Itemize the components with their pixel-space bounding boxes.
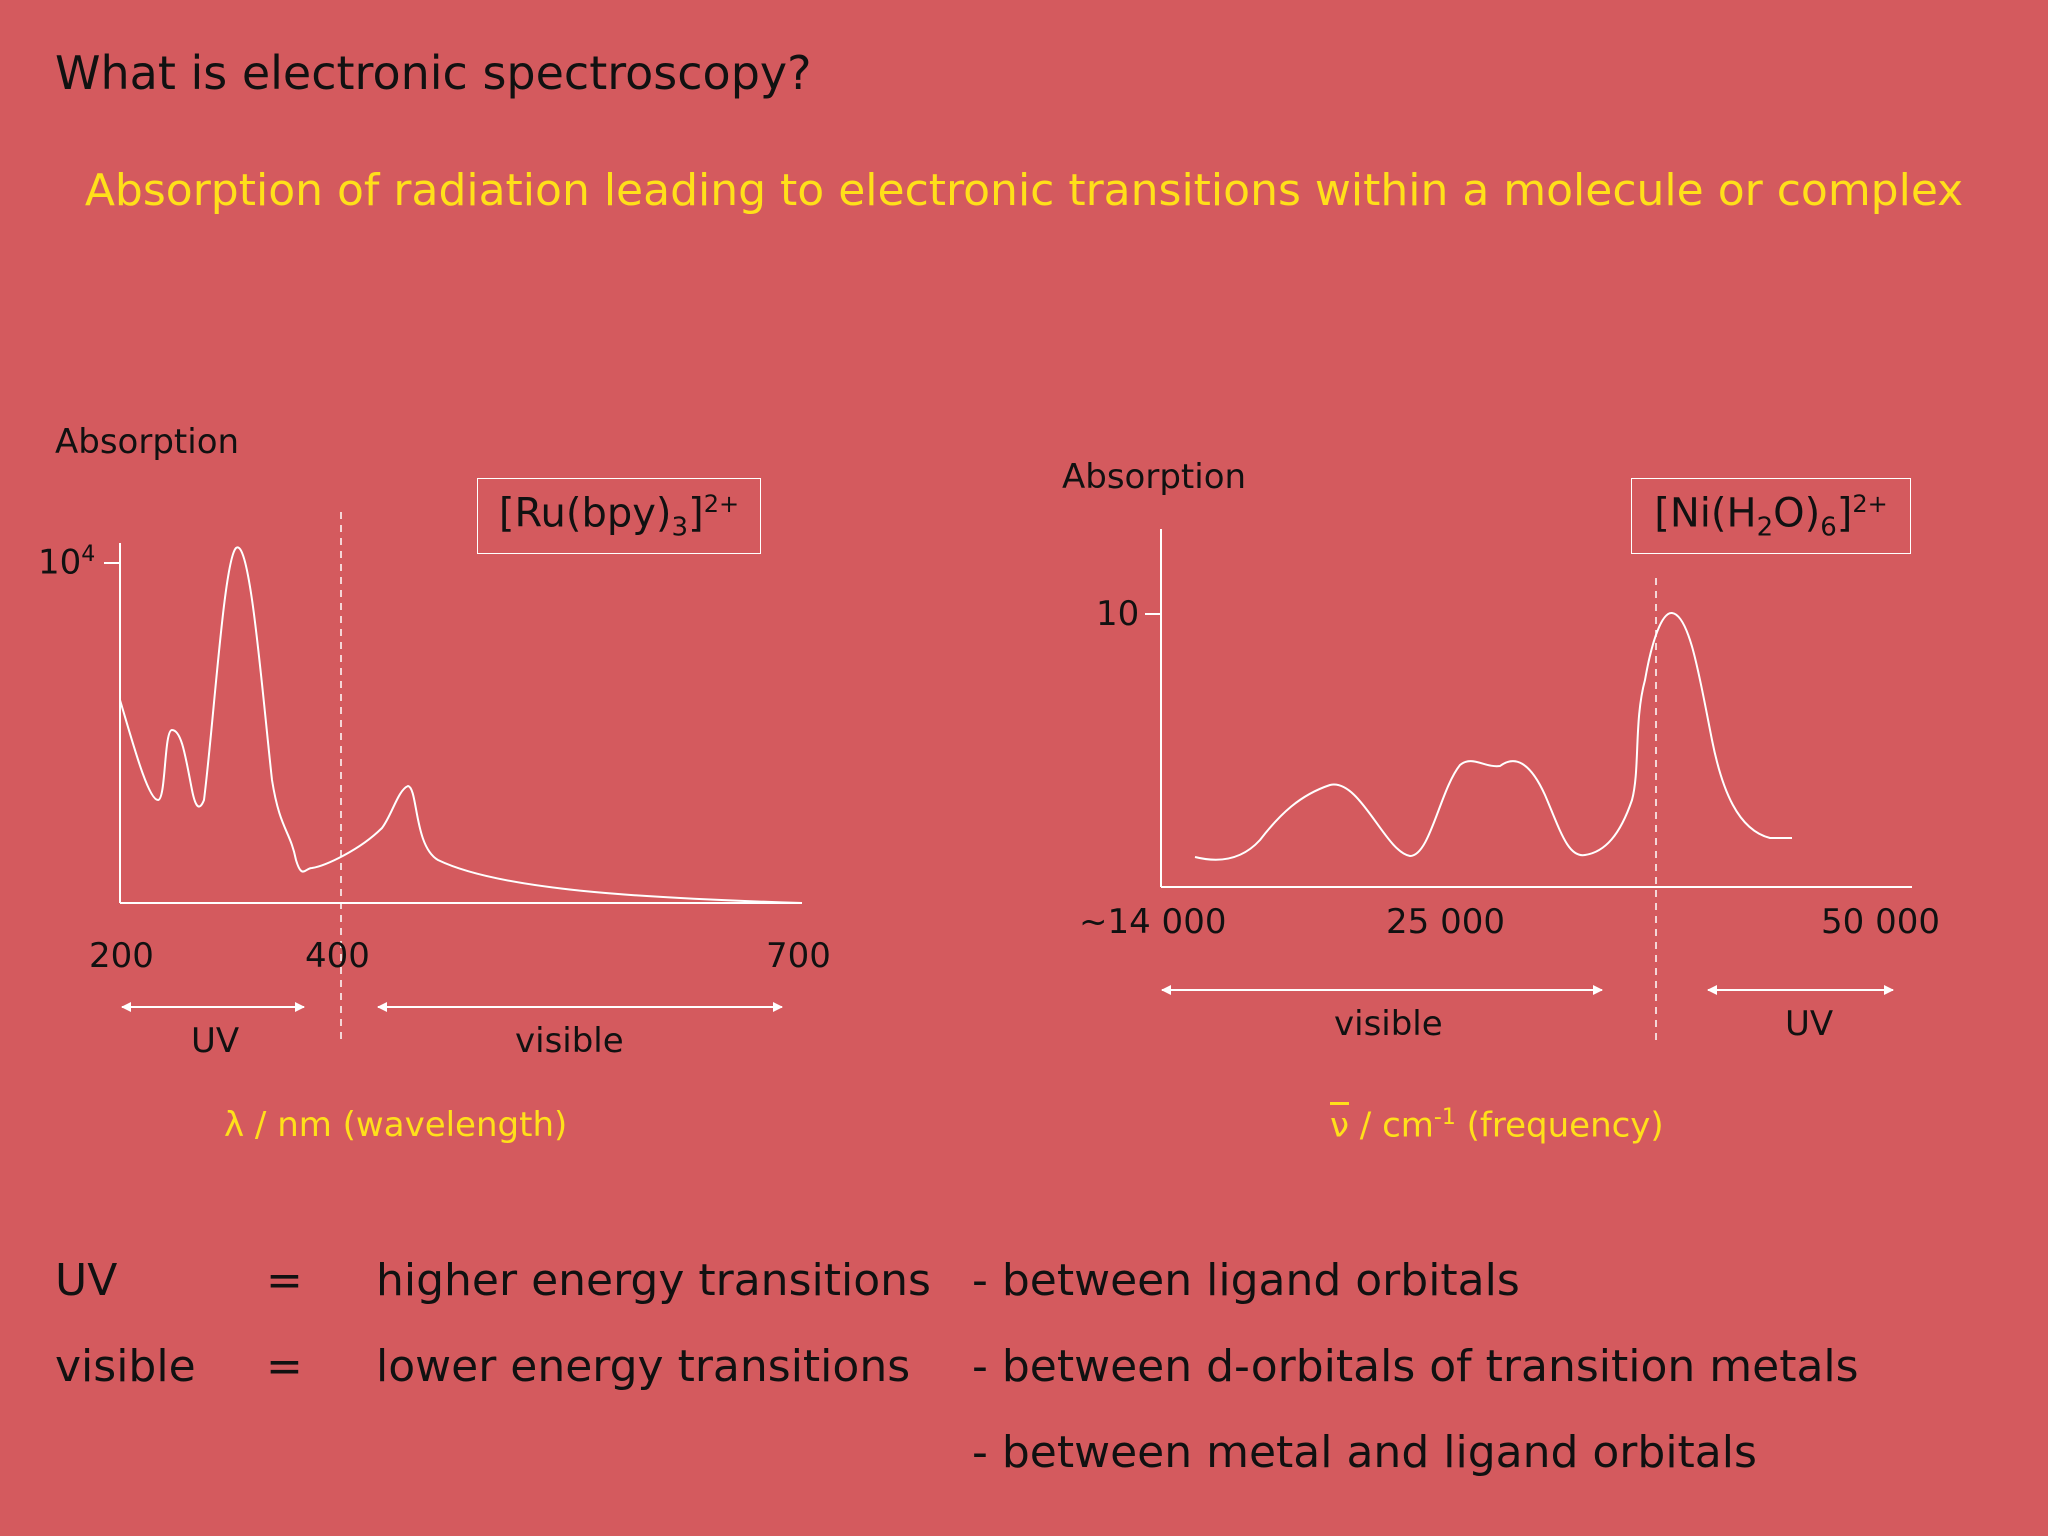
summary-detail-2: - between d-orbitals of transition metal… (972, 1341, 1859, 1392)
summary-desc-uv: higher energy transitions (376, 1255, 931, 1306)
summary-eq-2: = (266, 1341, 303, 1392)
left-x-axis-title: λ / nm (wavelength) (224, 1105, 568, 1145)
right-x-axis-title: ν / cm-1 (frequency) (1330, 1105, 1664, 1146)
right-x-tick-50000: 50 000 (1821, 902, 1940, 942)
left-x-tick-200: 200 (89, 936, 154, 976)
right-spectrum-plot (1145, 529, 1912, 1042)
right-x-tick-14000: ~14 000 (1079, 902, 1227, 942)
left-spectrum-curve (119, 546, 803, 904)
summary-detail-1: - between ligand orbitals (972, 1255, 1520, 1306)
slide-title: What is electronic spectroscopy? (55, 46, 812, 100)
left-formula: [Ru(bpy)3]2+ (498, 489, 740, 543)
summary-desc-visible: lower energy transitions (376, 1341, 911, 1392)
right-y-tick-label: 10 (1096, 594, 1140, 634)
slide-subtitle: Absorption of radiation leading to elect… (84, 165, 1964, 216)
summary-term-uv: UV (55, 1255, 118, 1306)
right-formula-box: [Ni(H2O)6]2+ (1631, 478, 1911, 554)
left-spectrum-plot (104, 512, 803, 1042)
right-formula: [Ni(H2O)6]2+ (1654, 489, 1888, 543)
left-x-tick-700: 700 (766, 936, 831, 976)
right-x-tick-25000: 25 000 (1386, 902, 1505, 942)
summary-eq-1: = (266, 1255, 303, 1306)
left-x-tick-400: 400 (305, 936, 370, 976)
left-y-tick-label: 104 (38, 542, 96, 583)
right-uv-label: UV (1785, 1004, 1834, 1044)
left-uv-label: UV (191, 1021, 240, 1061)
summary-detail-3: - between metal and ligand orbitals (972, 1427, 1757, 1478)
left-visible-label: visible (515, 1021, 624, 1061)
left-absorption-label: Absorption (55, 422, 240, 462)
right-absorption-label: Absorption (1062, 457, 1247, 497)
left-formula-box: [Ru(bpy)3]2+ (477, 478, 761, 554)
right-visible-label: visible (1334, 1004, 1443, 1044)
summary-term-visible: visible (55, 1341, 196, 1392)
right-spectrum-curve (1194, 612, 1792, 861)
